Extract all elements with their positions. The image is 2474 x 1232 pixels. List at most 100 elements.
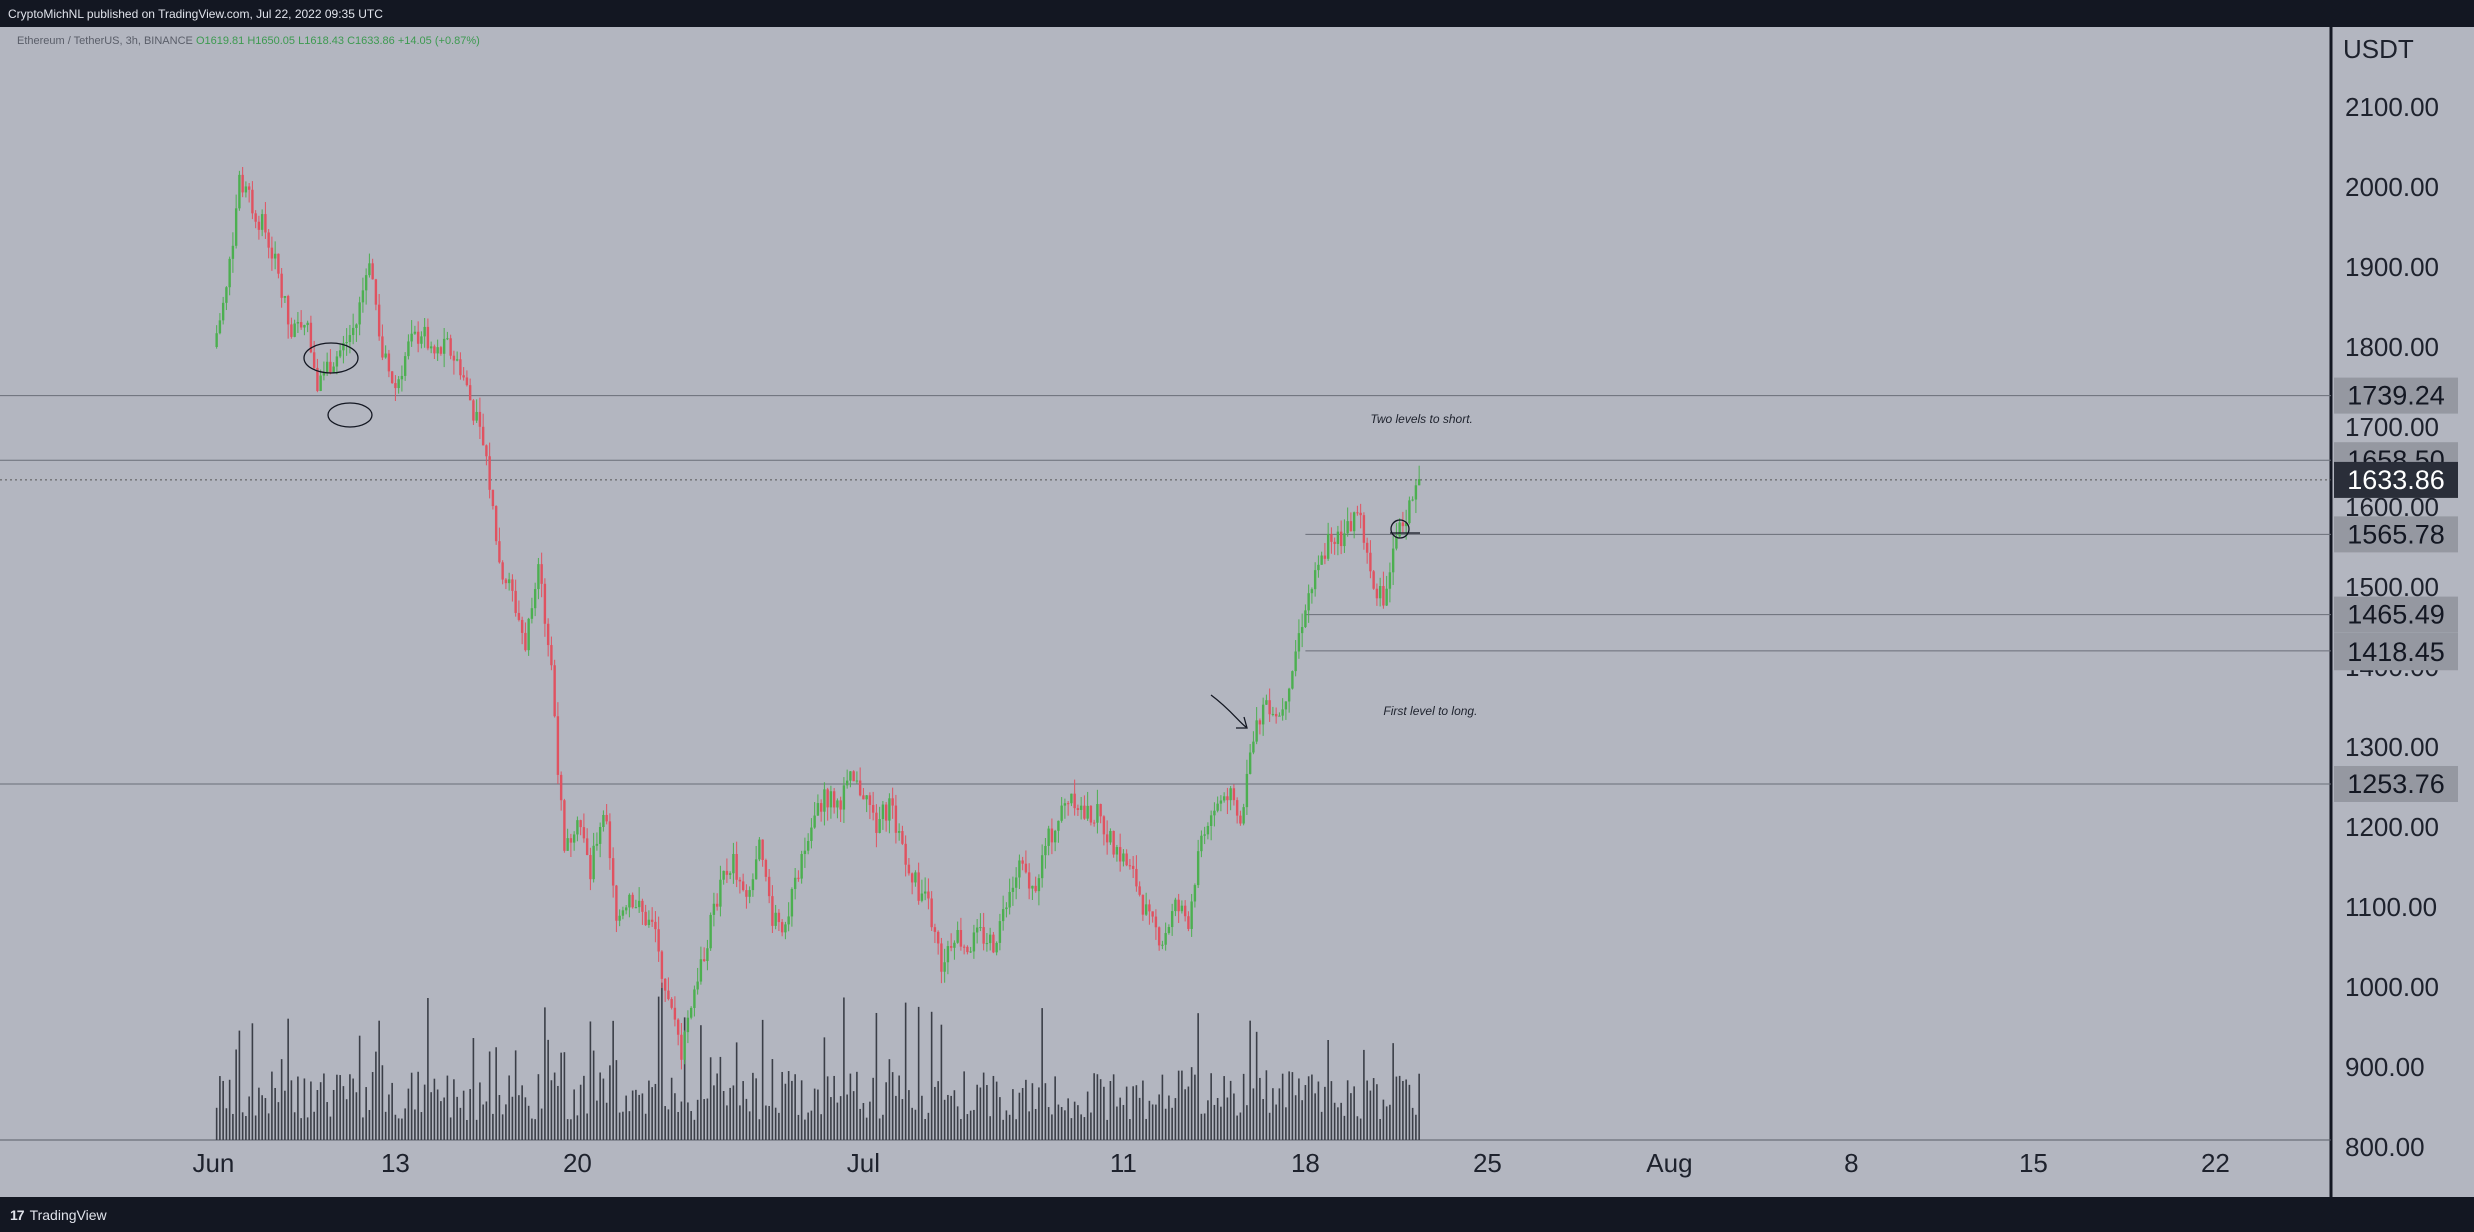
volume-bar (1307, 1076, 1310, 1140)
candle-body (1226, 796, 1229, 801)
candle-body (582, 827, 586, 839)
candle-body (309, 322, 313, 353)
volume-bar (943, 1099, 946, 1140)
volume-bar (956, 1106, 959, 1140)
candle-body (754, 859, 758, 880)
candle-body (966, 946, 969, 953)
candle-body (865, 795, 868, 800)
volume-bar (856, 1071, 858, 1140)
volume-bar (1278, 1088, 1281, 1140)
volume-bar (937, 1081, 939, 1140)
volume-bar (563, 1052, 566, 1140)
candle-body (1248, 752, 1252, 774)
candle-body (283, 296, 287, 298)
volume-bar (1151, 1104, 1154, 1140)
candle-body (225, 287, 228, 303)
volume-bar (323, 1073, 325, 1140)
volume-bar (1363, 1049, 1365, 1140)
candle-body (806, 840, 810, 851)
candle-body (706, 948, 709, 962)
candle-body (1307, 593, 1310, 611)
volume-bar (466, 1119, 468, 1140)
candle-body (1050, 828, 1054, 843)
candle-body (972, 932, 976, 952)
candle-body (738, 879, 742, 882)
candle-body (472, 400, 475, 421)
candle-body (234, 208, 238, 246)
x-tick-label: 18 (1291, 1148, 1320, 1178)
candle-body (816, 803, 820, 816)
x-tick-label: 15 (2019, 1148, 2048, 1178)
annotation-text: Two levels to short. (1370, 412, 1472, 426)
candle-body (439, 347, 443, 354)
volume-bar (420, 1112, 423, 1140)
volume-bar (482, 1104, 484, 1140)
volume-bar (462, 1090, 465, 1140)
volume-bar (1389, 1104, 1391, 1140)
candle-body (332, 366, 335, 374)
volume-bar (303, 1078, 306, 1140)
volume-bar (557, 1085, 559, 1140)
candle-body (644, 911, 647, 926)
volume-bar (1392, 1043, 1394, 1140)
volume-bar (1073, 1101, 1076, 1140)
volume-bar (293, 1112, 296, 1140)
volume-bar (992, 1075, 995, 1140)
volume-bar (622, 1111, 624, 1140)
volume-bar (1028, 1111, 1030, 1140)
volume-bar (1298, 1078, 1300, 1140)
candle-body (244, 186, 248, 193)
volume-bar (849, 1073, 852, 1140)
candle-body (959, 930, 963, 947)
volume-bar (271, 1071, 273, 1140)
candle-body (829, 791, 833, 808)
volume-bar (1038, 1087, 1040, 1140)
volume-bar (264, 1098, 267, 1140)
volume-bar (589, 1021, 592, 1140)
candle-body (290, 324, 293, 337)
volume-bar (1125, 1086, 1128, 1140)
volume-bar (618, 1112, 621, 1140)
volume-bar (1106, 1119, 1108, 1140)
volume-bar (1213, 1104, 1216, 1140)
volume-bar (1093, 1073, 1095, 1140)
volume-bar (891, 1072, 894, 1140)
volume-bar (1356, 1116, 1359, 1140)
candle-body (946, 946, 950, 963)
candle-body (660, 951, 664, 979)
candle-body (1001, 909, 1005, 922)
volume-bar (1207, 1100, 1209, 1140)
price-label-box (2334, 596, 2458, 633)
legend-symbol: Ethereum / TetherUS, 3h, BINANCE (17, 35, 193, 47)
volume-bar (1385, 1106, 1388, 1140)
price-label-text: 1633.86 (2347, 465, 2445, 495)
candle-body (1157, 927, 1161, 946)
candle-body (839, 800, 842, 810)
candle-body (940, 943, 943, 972)
volume-bar (1291, 1072, 1294, 1140)
volume-bar (544, 1007, 546, 1140)
candle-body (465, 377, 469, 386)
candle-body (1170, 911, 1174, 928)
candle-body (1118, 847, 1122, 862)
volume-bar (394, 1114, 397, 1140)
volume-bar (830, 1097, 832, 1140)
volume-bar (732, 1085, 735, 1140)
chart-area[interactable] (0, 27, 2474, 1197)
candle-body (621, 910, 625, 916)
price-chart[interactable]: 2100.002000.001900.001800.001700.001600.… (0, 27, 2474, 1197)
volume-bar (1311, 1074, 1313, 1140)
candle-body (920, 893, 924, 901)
volume-bar (1369, 1090, 1372, 1140)
volume-bar (1324, 1086, 1326, 1140)
candle-body (1229, 788, 1232, 801)
volume-bar (219, 1076, 221, 1140)
volume-bar (1415, 1114, 1417, 1140)
volume-bar (953, 1090, 956, 1140)
x-tick-label: Jun (192, 1148, 234, 1178)
volume-bar (748, 1111, 751, 1140)
candle-body (647, 919, 651, 926)
y-tick-label: 1800.00 (2345, 332, 2439, 362)
volume-bar (267, 1113, 270, 1140)
candle-body (540, 564, 543, 584)
